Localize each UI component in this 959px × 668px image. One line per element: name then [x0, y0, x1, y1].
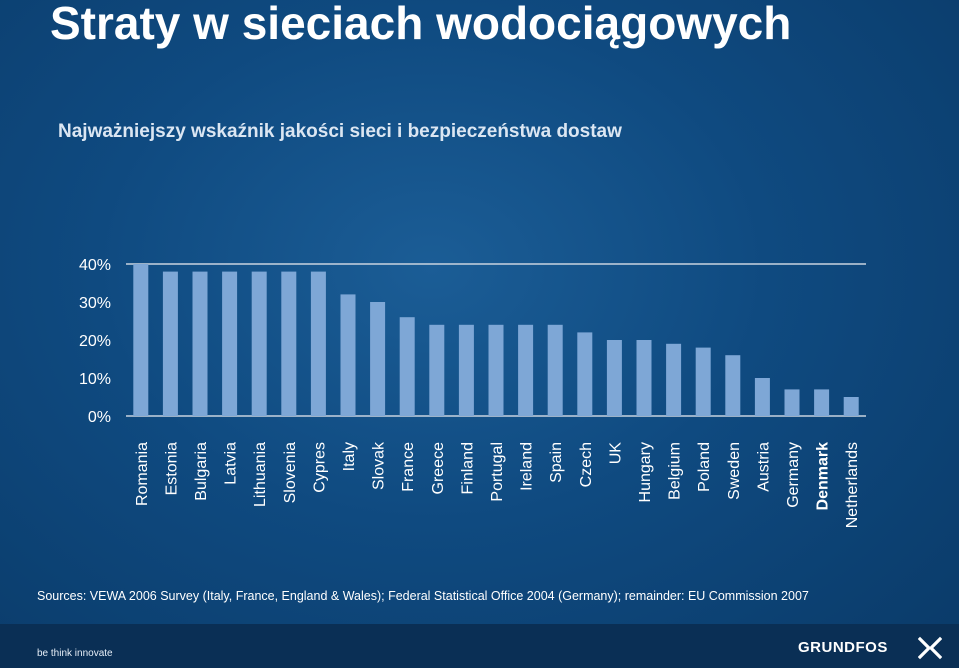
- bar: [606, 340, 622, 416]
- bar: [725, 355, 741, 416]
- footer-tagline: be think innovate: [37, 648, 113, 659]
- category-label: Estonia: [163, 442, 180, 495]
- bar: [222, 271, 238, 416]
- bar: [310, 271, 326, 416]
- bar: [814, 389, 830, 416]
- category-label: UK: [607, 442, 624, 465]
- category-label: Spain: [548, 442, 565, 483]
- category-label: Austria: [755, 442, 772, 492]
- category-label: Netherlands: [844, 442, 861, 528]
- category-label: Denmark: [815, 442, 832, 511]
- bar: [162, 271, 178, 416]
- y-tick-label: 30%: [79, 295, 111, 312]
- grundfos-x-icon: [918, 636, 942, 660]
- logo-text: GRUNDFOS: [798, 639, 888, 656]
- bar: [518, 324, 534, 416]
- category-label: Hungary: [637, 442, 654, 502]
- bar: [458, 324, 474, 416]
- chart-bars-layer: [133, 264, 859, 416]
- category-label: Greece: [430, 442, 447, 495]
- category-label: Sweden: [726, 442, 743, 500]
- category-label: Poland: [696, 442, 713, 492]
- y-tick-label: 0%: [88, 409, 111, 426]
- bar: [784, 389, 800, 416]
- category-label: Ireland: [519, 442, 536, 491]
- category-label: Latvia: [223, 442, 240, 485]
- chart-category-labels: Romania Estonia Bulgaria Latvia Lithuania Slo…: [134, 441, 861, 528]
- bar: [340, 294, 356, 416]
- bar: [843, 397, 859, 416]
- category-label: France: [400, 442, 417, 492]
- category-label: Slovenia: [282, 442, 299, 503]
- grundfos-logo: GRUNDFOS: [798, 636, 944, 660]
- category-label: Slovak: [371, 441, 388, 490]
- page-subtitle: Najważniejszy wskaźnik jakości sieci i b…: [58, 121, 622, 142]
- bar: [754, 378, 770, 416]
- page-title: Straty w sieciach wodociągowych: [50, 0, 792, 49]
- category-label: Italy: [341, 442, 358, 471]
- category-label: Portugal: [489, 442, 506, 502]
- bar-chart: 0% 10% 20% 30% 40% Romania Estonia Bulgaria Lat…: [79, 257, 866, 528]
- bar: [547, 324, 563, 416]
- bar: [577, 332, 593, 416]
- category-label: Germany: [785, 442, 802, 508]
- bar: [636, 340, 652, 416]
- bar: [133, 264, 149, 416]
- sources-note: Sources: VEWA 2006 Survey (Italy, France…: [37, 589, 809, 603]
- bar: [281, 271, 297, 416]
- category-label: Czech: [578, 442, 595, 487]
- y-tick-label: 40%: [79, 257, 111, 274]
- chart-y-ticks: 0% 10% 20% 30% 40%: [79, 257, 111, 426]
- bar: [192, 271, 208, 416]
- category-label: Cypres: [311, 442, 328, 493]
- bar: [488, 324, 504, 416]
- bar: [666, 343, 682, 416]
- bar: [370, 302, 386, 416]
- bar: [695, 347, 711, 416]
- category-label: Romania: [134, 442, 151, 506]
- category-label: Lithuania: [252, 442, 269, 507]
- bar: [251, 271, 267, 416]
- bar: [399, 317, 415, 416]
- y-tick-label: 10%: [79, 371, 111, 388]
- category-label: Bulgaria: [193, 442, 210, 501]
- category-label: Finland: [459, 442, 476, 494]
- category-label: Belgium: [667, 442, 684, 500]
- bar: [429, 324, 445, 416]
- footer-bar: [0, 624, 959, 668]
- y-tick-label: 20%: [79, 333, 111, 350]
